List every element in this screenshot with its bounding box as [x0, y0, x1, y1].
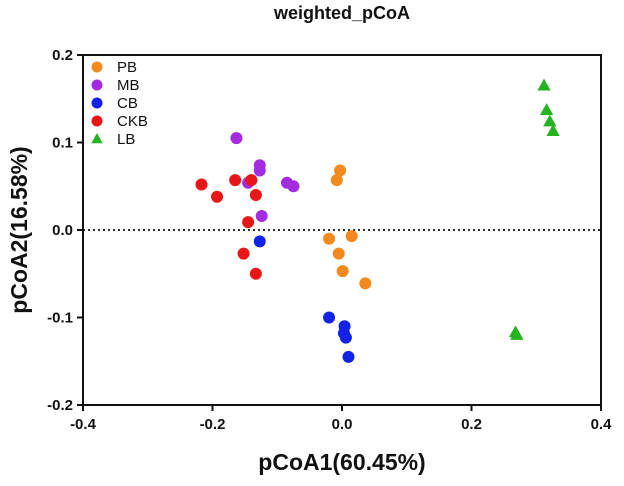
point-lb — [543, 114, 557, 127]
point-pb — [345, 230, 358, 243]
point-cb — [323, 311, 336, 324]
point-ckb — [237, 247, 250, 260]
x-tick-label: -0.4 — [70, 416, 97, 433]
point-mb — [253, 164, 266, 177]
legend-lb-marker — [91, 133, 103, 144]
point-mb — [287, 180, 300, 193]
legend-mb-label: MB — [117, 77, 140, 94]
point-pb — [359, 277, 372, 290]
y-tick-label: 0.1 — [52, 135, 73, 152]
legend-mb-marker — [91, 79, 103, 91]
y-axis-label: pCoA2(16.58%) — [6, 146, 32, 313]
x-axis: -0.4 -0.2 0.0 0.2 0.4 — [70, 405, 612, 433]
point-cb — [342, 350, 355, 363]
legend-ckb-marker — [91, 115, 103, 127]
point-ckb — [245, 174, 258, 187]
y-tick-label: 0.0 — [52, 222, 73, 239]
y-axis: -0.2 -0.1 0.0 0.1 0.2 — [47, 47, 83, 414]
x-tick-label: -0.2 — [200, 416, 226, 433]
legend-ckb-label: CKB — [117, 113, 148, 130]
point-lb — [510, 328, 524, 340]
point-ckb — [229, 174, 242, 187]
point-pb — [336, 265, 349, 278]
point-mb — [230, 132, 243, 145]
x-tick-label: 0.4 — [591, 416, 613, 433]
point-mb — [255, 210, 268, 222]
point-ckb — [211, 190, 224, 203]
legend-cb-marker — [91, 97, 103, 109]
y-tick-label: -0.1 — [47, 310, 73, 327]
point-cb — [253, 235, 266, 248]
y-tick-label: -0.2 — [47, 397, 73, 414]
legend-cb-label: CB — [117, 95, 138, 112]
data-points — [195, 78, 560, 363]
point-pb — [323, 232, 336, 245]
legend-lb-label: LB — [117, 131, 135, 148]
point-lb — [539, 103, 554, 116]
point-cb — [339, 331, 352, 344]
x-tick-label: 0.2 — [461, 416, 482, 433]
y-tick-label: 0.2 — [52, 47, 73, 64]
point-pb — [332, 247, 345, 260]
point-lb — [546, 124, 560, 137]
x-tick-label: 0.0 — [332, 416, 353, 433]
point-ckb — [249, 267, 262, 280]
legend-pb-marker — [91, 61, 103, 73]
x-axis-label: pCoA1(60.45%) — [258, 449, 425, 475]
point-ckb — [242, 216, 255, 229]
point-ckb — [195, 178, 208, 191]
chart-title: weighted_pCoA — [273, 3, 410, 23]
point-lb — [537, 78, 551, 91]
point-pb — [330, 174, 343, 187]
point-pb — [334, 164, 347, 177]
point-ckb — [249, 189, 262, 201]
legend-pb-label: PB — [117, 59, 137, 76]
